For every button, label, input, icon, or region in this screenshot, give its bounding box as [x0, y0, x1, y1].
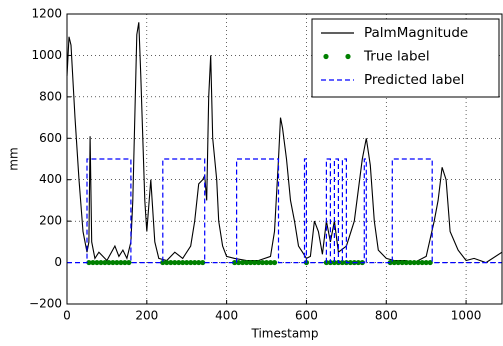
marker [172, 259, 178, 266]
marker [236, 259, 242, 266]
series-line [67, 158, 502, 264]
marker [255, 259, 262, 266]
legend-box [311, 18, 500, 98]
marker [200, 259, 206, 266]
marker [239, 259, 246, 266]
x-tick-label: 400 [215, 309, 238, 323]
marker [411, 259, 417, 266]
x-axis-label: Timestamp [251, 327, 319, 341]
x-tick-label: 200 [135, 309, 158, 323]
marker [86, 259, 92, 266]
marker [180, 259, 186, 266]
marker [118, 259, 124, 266]
x-tick-label: 1000 [451, 309, 482, 323]
legend-label: True label [363, 49, 430, 65]
marker [102, 259, 108, 266]
marker [110, 259, 116, 266]
marker [271, 259, 278, 266]
marker [339, 259, 345, 266]
marker [94, 259, 100, 266]
legend-label: Predicted label [364, 72, 464, 88]
marker [243, 259, 250, 266]
x-tick-label: 800 [375, 309, 398, 323]
y-tick-label: 600 [39, 131, 62, 145]
marker [90, 259, 96, 266]
x-tick-label: 600 [295, 309, 318, 323]
y-tick-label: 1200 [31, 7, 62, 21]
marker [267, 259, 274, 266]
plot-frame [66, 13, 503, 305]
marker [251, 259, 258, 266]
marker [331, 259, 337, 266]
y-tick-label: 800 [39, 89, 62, 103]
marker [192, 259, 198, 266]
legend-marker [345, 53, 351, 60]
marker [419, 259, 425, 266]
marker [106, 259, 112, 266]
marker [98, 259, 104, 266]
marker [176, 259, 182, 266]
marker [122, 259, 128, 266]
marker [196, 259, 202, 266]
y-tick-label: 200 [39, 214, 62, 228]
marker [399, 259, 405, 266]
legend-label: PalmMagnitude [364, 25, 468, 41]
marker [395, 259, 401, 266]
y-tick-label: 1000 [31, 48, 62, 62]
marker [423, 259, 429, 266]
marker [403, 259, 409, 266]
marker [355, 259, 361, 266]
y-tick-label: −200 [29, 297, 62, 311]
marker [188, 259, 194, 266]
marker [114, 259, 120, 266]
marker [164, 259, 170, 266]
legend-marker [323, 53, 329, 60]
y-tick-label: 0 [54, 255, 62, 269]
x-tick-label: 0 [63, 309, 71, 323]
marker [427, 259, 433, 266]
marker [347, 259, 353, 266]
y-tick-label: 400 [39, 172, 62, 186]
marker [168, 259, 174, 266]
marker [407, 259, 413, 266]
marker [232, 259, 238, 266]
marker [160, 259, 166, 266]
marker [126, 259, 132, 266]
marker [391, 259, 397, 266]
marker [247, 259, 254, 266]
marker [259, 259, 266, 266]
marker [263, 259, 270, 266]
series-line [66, 22, 503, 264]
y-axis-label: mm [7, 147, 21, 170]
marker [184, 259, 190, 266]
marker [415, 259, 421, 266]
